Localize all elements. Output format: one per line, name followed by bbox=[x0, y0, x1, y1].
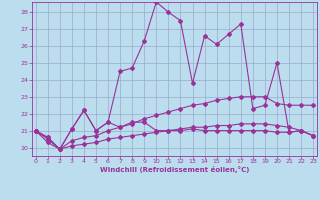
X-axis label: Windchill (Refroidissement éolien,°C): Windchill (Refroidissement éolien,°C) bbox=[100, 166, 249, 173]
